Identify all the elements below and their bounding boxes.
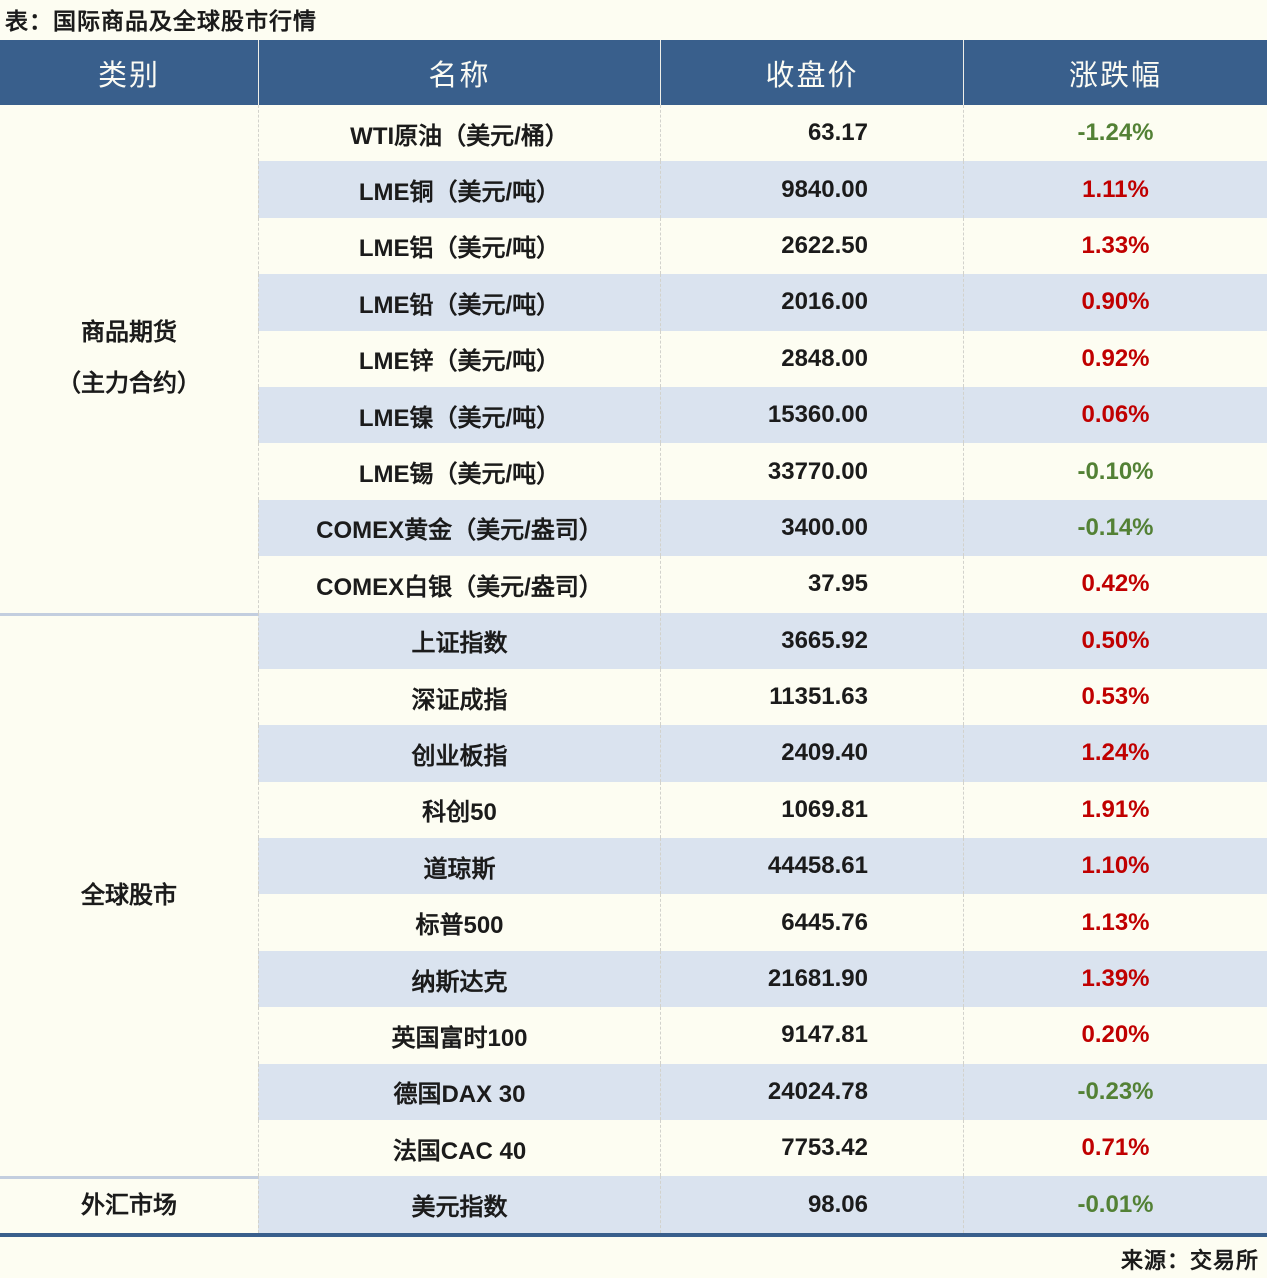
close-cell: 3400.00 bbox=[660, 499, 963, 557]
change-cell: 0.06% bbox=[963, 386, 1267, 444]
column-header-close: 收盘价 bbox=[660, 40, 963, 105]
close-cell: 63.17 bbox=[660, 105, 963, 162]
name-cell: 科创50 bbox=[258, 781, 660, 839]
change-cell: 0.42% bbox=[963, 556, 1267, 613]
close-cell: 6445.76 bbox=[660, 894, 963, 951]
change-cell: -0.23% bbox=[963, 1063, 1267, 1121]
market-table: 类别 名称 收盘价 涨跌幅 商品期货 （主力合约） WTI原油（美元/桶） 63.1… bbox=[0, 40, 1267, 1237]
close-cell: 24024.78 bbox=[660, 1063, 963, 1121]
name-cell: 法国CAC 40 bbox=[258, 1120, 660, 1177]
change-cell: 0.20% bbox=[963, 1007, 1267, 1064]
change-cell: 1.11% bbox=[963, 161, 1267, 218]
close-cell: 15360.00 bbox=[660, 386, 963, 444]
close-cell: 1069.81 bbox=[660, 781, 963, 839]
change-cell: 1.91% bbox=[963, 781, 1267, 839]
name-cell: COMEX黄金（美元/盎司） bbox=[258, 499, 660, 557]
close-cell: 2622.50 bbox=[660, 217, 963, 275]
change-cell: -0.14% bbox=[963, 499, 1267, 557]
name-cell: 美元指数 bbox=[258, 1176, 660, 1233]
close-cell: 44458.61 bbox=[660, 838, 963, 895]
name-cell: 创业板指 bbox=[258, 725, 660, 782]
category-cell: 外汇市场 bbox=[0, 1176, 258, 1232]
close-cell: 9840.00 bbox=[660, 161, 963, 218]
close-cell: 33770.00 bbox=[660, 443, 963, 500]
column-header-category: 类别 bbox=[0, 40, 258, 105]
close-cell: 3665.92 bbox=[660, 612, 963, 669]
change-cell: 1.39% bbox=[963, 950, 1267, 1008]
name-cell: 纳斯达克 bbox=[258, 950, 660, 1008]
name-cell: 标普500 bbox=[258, 894, 660, 951]
close-cell: 21681.90 bbox=[660, 950, 963, 1008]
change-cell: 0.53% bbox=[963, 668, 1267, 726]
close-cell: 2409.40 bbox=[660, 725, 963, 782]
name-cell: COMEX白银（美元/盎司） bbox=[258, 556, 660, 613]
column-header-name: 名称 bbox=[258, 40, 660, 105]
name-cell: WTI原油（美元/桶） bbox=[258, 105, 660, 162]
column-header-change: 涨跌幅 bbox=[963, 40, 1267, 105]
change-cell: -1.24% bbox=[963, 105, 1267, 162]
close-cell: 11351.63 bbox=[660, 668, 963, 726]
page-title: 表：国际商品及全球股市行情 bbox=[5, 8, 317, 34]
name-cell: 道琼斯 bbox=[258, 838, 660, 895]
change-cell: 0.50% bbox=[963, 612, 1267, 669]
close-cell: 2016.00 bbox=[660, 274, 963, 331]
change-cell: 1.33% bbox=[963, 217, 1267, 275]
name-cell: LME镍（美元/吨） bbox=[258, 386, 660, 444]
change-cell: -0.01% bbox=[963, 1176, 1267, 1233]
close-cell: 98.06 bbox=[660, 1176, 963, 1233]
name-cell: LME铝（美元/吨） bbox=[258, 217, 660, 275]
close-cell: 37.95 bbox=[660, 556, 963, 613]
change-cell: 0.90% bbox=[963, 274, 1267, 331]
name-cell: 深证成指 bbox=[258, 668, 660, 726]
name-cell: LME铜（美元/吨） bbox=[258, 161, 660, 218]
name-cell: LME锡（美元/吨） bbox=[258, 443, 660, 500]
change-cell: 1.24% bbox=[963, 725, 1267, 782]
close-cell: 9147.81 bbox=[660, 1007, 963, 1064]
change-cell: 1.10% bbox=[963, 838, 1267, 895]
change-cell: 1.13% bbox=[963, 894, 1267, 951]
category-cell: 全球股市 bbox=[0, 612, 258, 1177]
change-cell: 0.71% bbox=[963, 1120, 1267, 1177]
close-cell: 2848.00 bbox=[660, 330, 963, 387]
name-cell: LME锌（美元/吨） bbox=[258, 330, 660, 387]
name-cell: 上证指数 bbox=[258, 612, 660, 669]
close-cell: 7753.42 bbox=[660, 1120, 963, 1177]
source-note: 来源：交易所 bbox=[1120, 1248, 1259, 1273]
change-cell: 0.92% bbox=[963, 330, 1267, 387]
name-cell: LME铅（美元/吨） bbox=[258, 274, 660, 331]
name-cell: 英国富时100 bbox=[258, 1007, 660, 1064]
category-cell: 商品期货 （主力合约） bbox=[57, 319, 201, 397]
name-cell: 德国DAX 30 bbox=[258, 1063, 660, 1121]
change-cell: -0.10% bbox=[963, 443, 1267, 500]
